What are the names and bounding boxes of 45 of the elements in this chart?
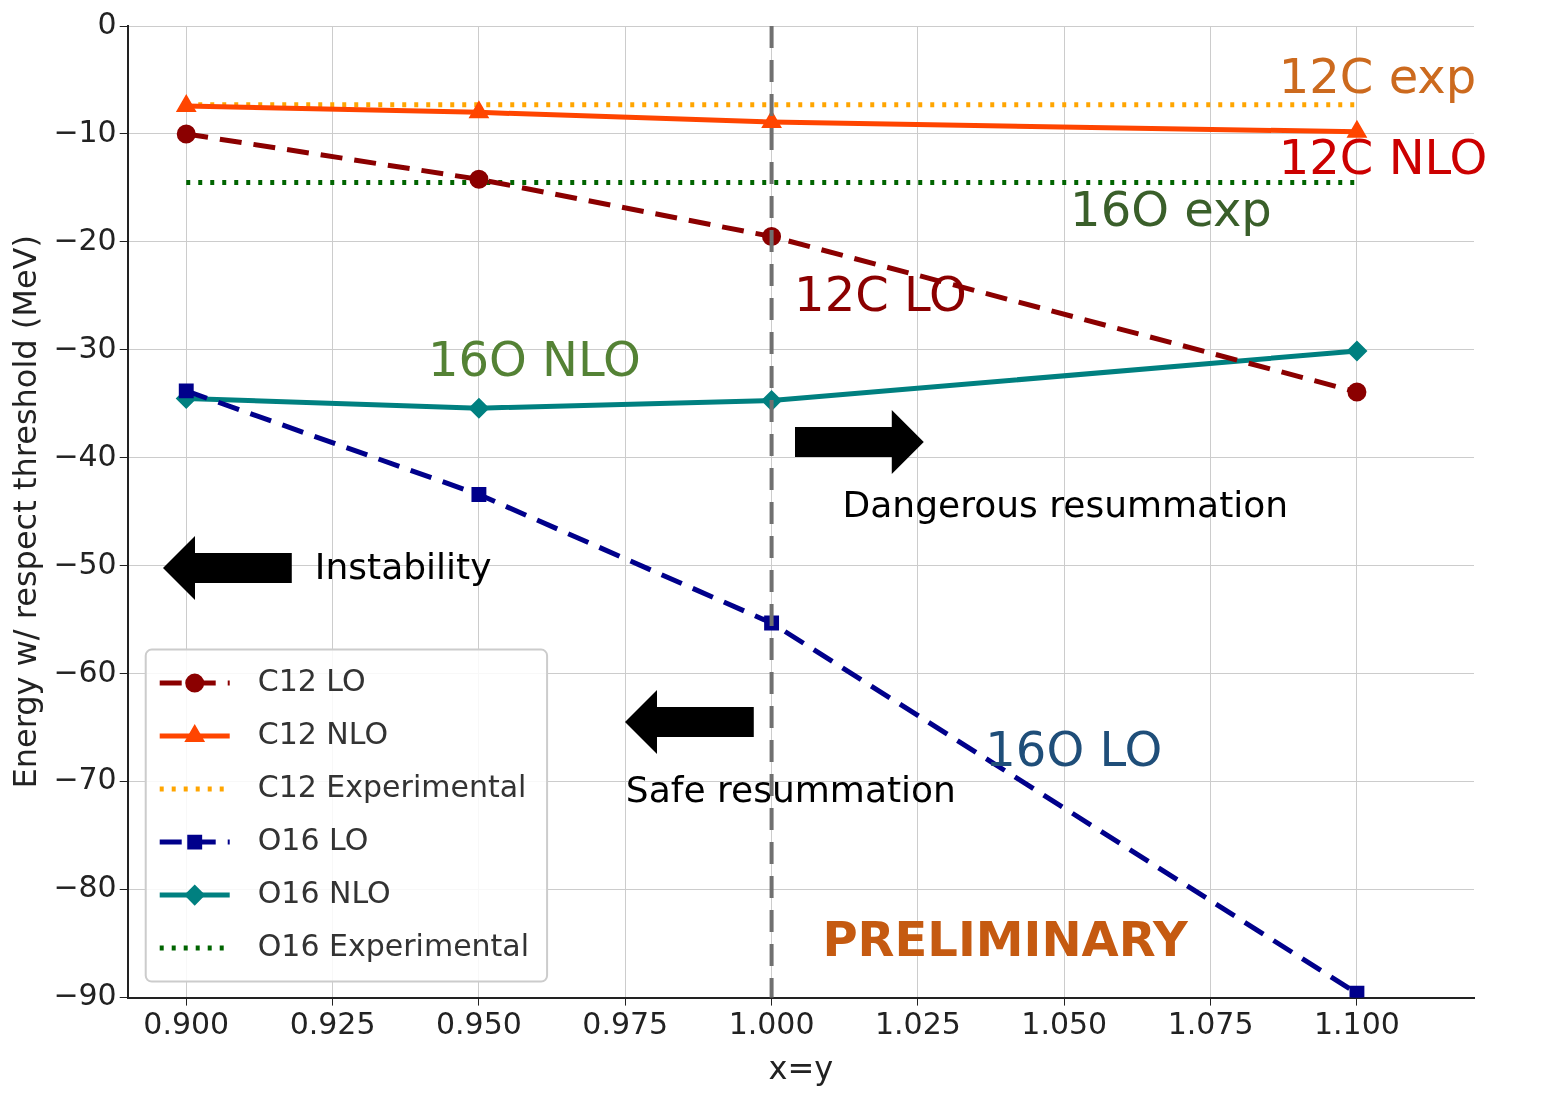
annotation: Dangerous resummation [842,484,1289,526]
y-tick-label: −10 [53,113,117,149]
point [178,383,194,399]
point [469,169,489,189]
point [469,398,489,418]
y-tick-label: −50 [53,545,117,581]
annotation: 12C exp [1278,47,1477,104]
point [1347,341,1367,361]
x-tick-label: 0.925 [289,1006,376,1042]
annotation: 12C NLO [1278,129,1488,186]
x-tick-label: 1.000 [728,1006,815,1042]
legend-label: C12 LO [257,662,366,698]
x-tick-label: 1.025 [874,1006,961,1042]
point [471,487,487,502]
point [1347,382,1367,402]
x-tick-label: 0.950 [435,1006,522,1042]
annotation: 16O LO [985,721,1163,778]
legend-label: O16 NLO [257,874,391,910]
y-tick-label: −20 [53,221,117,257]
annotation: 16O NLO [427,330,641,387]
legend-label: O16 Experimental [257,927,530,963]
y-tick-label: −90 [53,977,117,1013]
legend-label: C12 NLO [257,715,389,751]
y-tick-label: −60 [53,653,117,689]
y-tick-label: −80 [53,869,117,905]
annotation: 16O exp [1070,180,1272,237]
x-tick-label: 0.900 [143,1006,230,1042]
x-tick-label: 1.050 [1021,1006,1108,1042]
point [763,112,781,129]
y-axis-title: Energy w/ respect threshold (MeV) [5,235,44,789]
legend-label: C12 Experimental [257,768,527,804]
legend-label: O16 LO [257,821,369,857]
annotation: Safe resummation [625,768,956,810]
x-tick-label: 1.100 [1313,1006,1400,1042]
x-tick-label: 0.975 [582,1006,669,1042]
y-tick-label: −70 [53,761,117,797]
y-tick-label: −40 [53,437,117,473]
annotation: Instability [314,546,492,588]
y-tick-label: 0 [97,5,117,41]
point [177,96,195,112]
annotation: PRELIMINARY [822,910,1190,967]
x-tick-label: 1.075 [1167,1006,1254,1042]
y-tick-label: −30 [53,329,117,365]
x-axis-title: x=y [768,1049,834,1088]
point [176,124,196,144]
